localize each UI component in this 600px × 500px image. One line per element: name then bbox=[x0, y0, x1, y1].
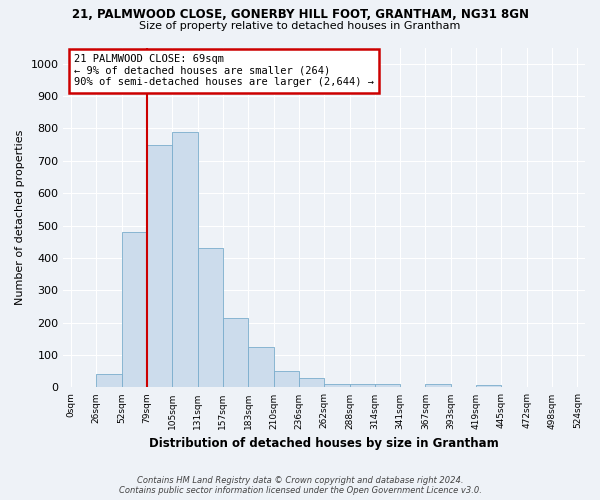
Bar bbox=[147, 144, 172, 388]
Bar bbox=[248, 347, 274, 388]
Bar bbox=[299, 378, 324, 388]
X-axis label: Distribution of detached houses by size in Grantham: Distribution of detached houses by size … bbox=[149, 437, 499, 450]
Bar bbox=[476, 385, 502, 388]
Text: Size of property relative to detached houses in Grantham: Size of property relative to detached ho… bbox=[139, 21, 461, 31]
Text: 21, PALMWOOD CLOSE, GONERBY HILL FOOT, GRANTHAM, NG31 8GN: 21, PALMWOOD CLOSE, GONERBY HILL FOOT, G… bbox=[71, 8, 529, 20]
Bar bbox=[172, 132, 197, 388]
Bar bbox=[97, 374, 122, 388]
Bar bbox=[274, 371, 299, 388]
Bar bbox=[197, 248, 223, 388]
Text: Contains HM Land Registry data © Crown copyright and database right 2024.
Contai: Contains HM Land Registry data © Crown c… bbox=[119, 476, 481, 495]
Text: 21 PALMWOOD CLOSE: 69sqm
← 9% of detached houses are smaller (264)
90% of semi-d: 21 PALMWOOD CLOSE: 69sqm ← 9% of detache… bbox=[74, 54, 374, 88]
Bar bbox=[350, 384, 375, 388]
Bar bbox=[223, 318, 248, 388]
Bar bbox=[122, 232, 147, 388]
Bar bbox=[375, 384, 400, 388]
Y-axis label: Number of detached properties: Number of detached properties bbox=[15, 130, 25, 305]
Bar bbox=[425, 384, 451, 388]
Bar bbox=[324, 384, 350, 388]
